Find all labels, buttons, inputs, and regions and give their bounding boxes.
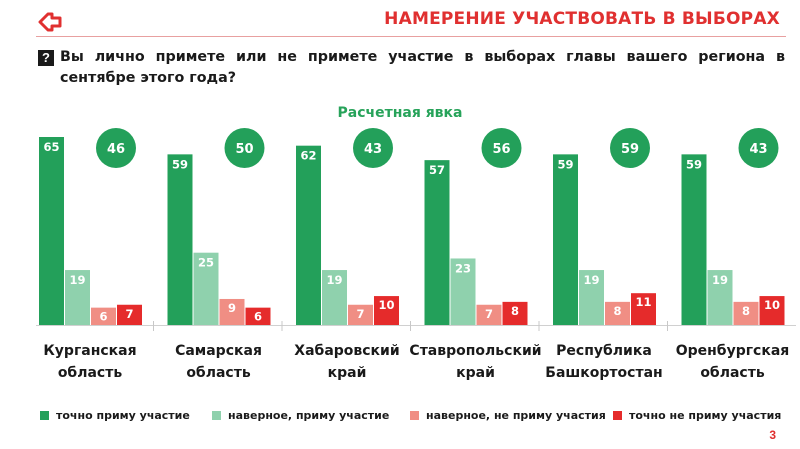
category-tick-label: Самарская	[175, 343, 262, 359]
legend-swatch	[613, 411, 622, 420]
bar-value-label: 6	[99, 310, 107, 324]
question-text: Вы лично примете или не примете участие …	[60, 49, 785, 86]
turnout-value: 56	[492, 142, 510, 157]
bar	[167, 154, 193, 325]
bar-value-label: 8	[511, 304, 519, 318]
legend-label: точно приму участие	[56, 409, 190, 422]
bar-value-label: 62	[300, 149, 316, 163]
bar	[193, 252, 219, 325]
category-tick-label: область	[186, 365, 251, 381]
bar-value-label: 8	[742, 304, 750, 318]
category-tick-label: край	[456, 365, 495, 381]
bar	[681, 154, 707, 325]
bar	[322, 270, 347, 325]
bar	[476, 304, 502, 325]
bar	[374, 296, 399, 325]
category-tick-label: Ставропольский	[409, 343, 541, 359]
bar-value-label: 10	[378, 298, 394, 312]
turnout-value: 43	[364, 142, 382, 157]
bar	[39, 137, 64, 325]
legend-label: наверное, приму участие	[228, 409, 390, 422]
bar	[65, 270, 90, 325]
page-title: НАМЕРЕНИЕ УЧАСТВОВАТЬ В ВЫБОРАХ	[384, 9, 780, 29]
bar-value-label: 19	[583, 273, 599, 287]
bar	[502, 301, 528, 325]
turnout-circle	[481, 128, 522, 168]
bar-value-label: 57	[429, 163, 445, 177]
category-tick-label: Оренбургская	[676, 343, 790, 359]
bar-value-label: 7	[356, 307, 364, 321]
category-tick-label: область	[58, 365, 123, 381]
legend-item: наверное, приму участие	[212, 409, 389, 422]
page-number: 3	[769, 428, 776, 442]
bar	[733, 301, 759, 325]
bar	[117, 304, 142, 325]
category-tick-label: край	[328, 365, 367, 381]
bar-value-label: 59	[557, 157, 573, 171]
bar-value-label: 6	[254, 310, 262, 324]
bar-value-label: 65	[43, 140, 59, 154]
bar-value-label: 7	[485, 307, 493, 321]
header-divider	[36, 36, 786, 37]
legend-label: наверное, не приму участия	[426, 409, 606, 422]
legend-swatch	[212, 411, 221, 420]
legend-item: наверное, не приму участия	[410, 409, 606, 422]
turnout-circle	[224, 128, 265, 168]
legend-swatch	[40, 411, 49, 420]
bar	[553, 154, 578, 325]
turnout-label: Расчетная явка	[337, 105, 463, 121]
turnout-value: 50	[235, 142, 253, 157]
turnout-value: 59	[621, 142, 639, 157]
bar	[91, 307, 116, 325]
bar-value-label: 59	[172, 157, 188, 171]
bar-value-label: 59	[686, 157, 702, 171]
legend-item: точно не приму участия	[613, 409, 781, 422]
bar	[296, 145, 321, 325]
bar	[348, 304, 373, 325]
legend-label: точно не приму участия	[629, 409, 782, 422]
turnout-value: 43	[749, 142, 767, 157]
bar	[605, 301, 630, 325]
bar-value-label: 19	[69, 273, 85, 287]
bar-value-label: 19	[326, 273, 342, 287]
turnout-circle	[610, 128, 650, 168]
bar-value-label: 25	[198, 256, 214, 270]
bar	[631, 293, 656, 325]
bar-value-label: 7	[125, 307, 133, 321]
bar	[424, 160, 450, 325]
legend: точно приму участие наверное, приму учас…	[40, 409, 800, 429]
turnout-circle	[738, 128, 779, 168]
question-mark-icon: ?	[38, 50, 54, 66]
bar	[219, 298, 245, 325]
category-tick-label: Башкортостан	[545, 365, 662, 381]
category-tick-label: Республика	[556, 343, 652, 359]
bar-value-label: 8	[613, 304, 621, 318]
category-tick-label: область	[700, 365, 765, 381]
logo-icon	[38, 12, 62, 32]
bar	[450, 258, 476, 325]
bar	[759, 296, 785, 325]
bar-value-label: 9	[228, 301, 236, 315]
bar-value-label: 23	[455, 261, 471, 275]
turnout-circle	[353, 128, 393, 168]
category-tick-label: Курганская	[43, 343, 136, 359]
bar	[707, 270, 733, 325]
category-tick-label: Хабаровский	[294, 343, 399, 359]
bar	[245, 307, 271, 325]
bar	[579, 270, 604, 325]
turnout-circle	[96, 128, 136, 168]
legend-item: точно приму участие	[40, 409, 190, 422]
bar-value-label: 11	[635, 295, 651, 309]
bar-value-label: 10	[764, 298, 780, 312]
legend-swatch	[410, 411, 419, 420]
bar-value-label: 19	[712, 273, 728, 287]
turnout-value: 46	[107, 142, 125, 157]
